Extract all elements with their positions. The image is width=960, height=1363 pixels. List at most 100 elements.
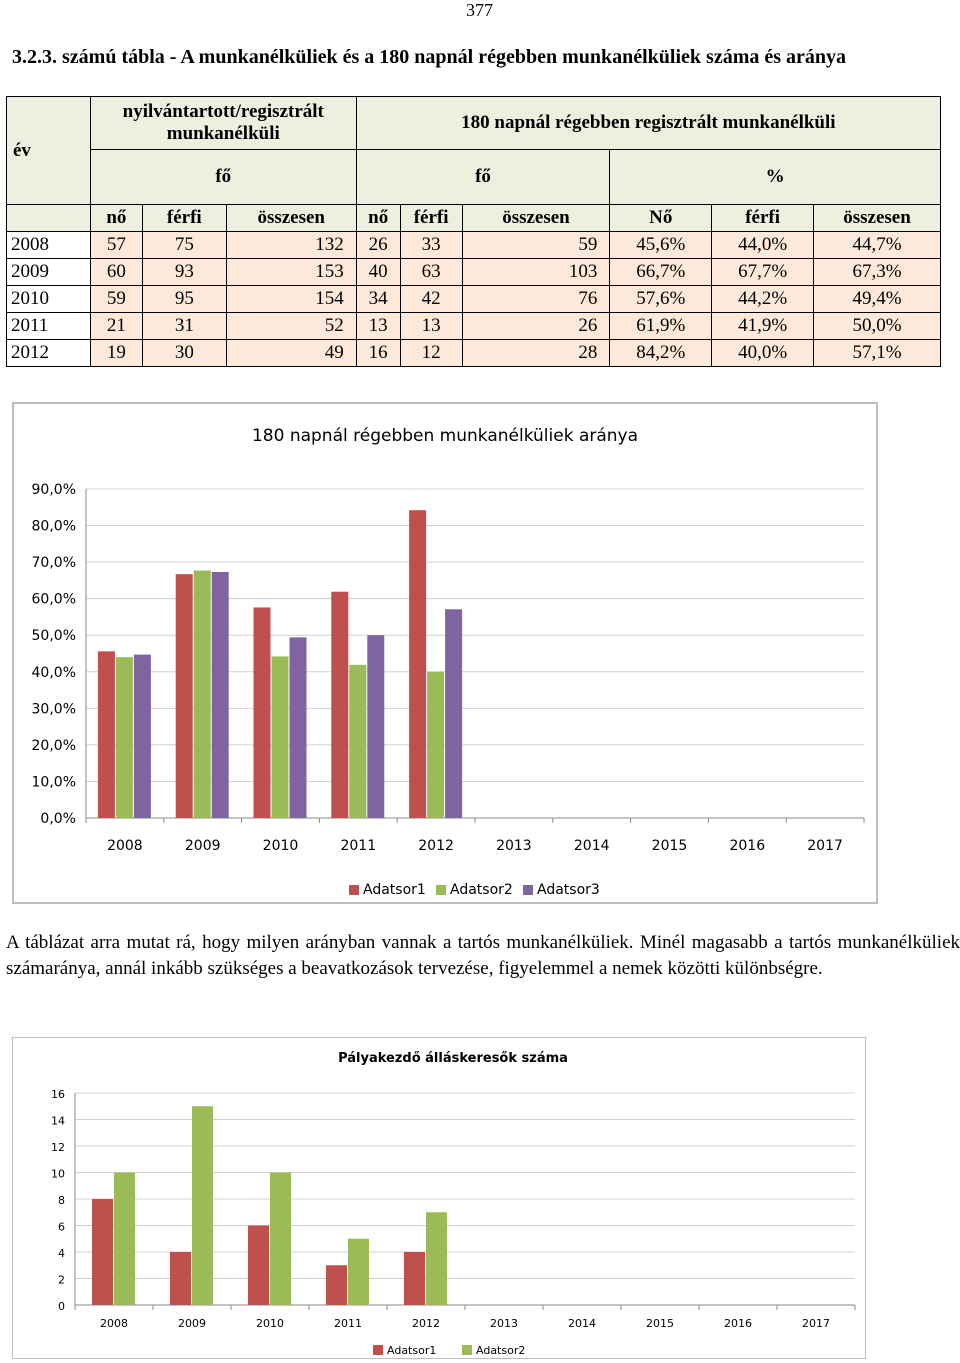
table-cell: 103 [461, 258, 611, 286]
y-tick-label: 60,0% [32, 592, 76, 608]
table-cell: 67,7% [711, 258, 815, 286]
empty-header-cell [6, 204, 91, 232]
col-header: férfi [711, 204, 815, 232]
career-starters-chart-svg: Pályakezdő álláskeresők száma 0 2 4 6 8 10 12 14… [51, 1051, 856, 1357]
table-cell: 95 [141, 285, 227, 313]
page-number: 377 [466, 0, 493, 20]
x-tick-label: 2013 [490, 1317, 518, 1330]
year-header: év [6, 96, 91, 205]
x-tick-label: 2008 [107, 838, 143, 854]
table-cell: 30 [141, 339, 227, 367]
table-row: 2012 19 30 49 16 12 28 84,2% 40,0% 57,1% [6, 339, 941, 367]
col-header: nő [89, 204, 143, 232]
x-tick-label: 2009 [185, 838, 221, 854]
bar-adatsor2 [271, 656, 289, 818]
legend-label: Adatsor1 [363, 882, 426, 898]
bar-adatsor1 [248, 1225, 269, 1305]
year-cell: 2008 [6, 231, 91, 259]
year-cell: 2011 [6, 312, 91, 340]
bar-adatsor1 [92, 1199, 113, 1305]
y-tick-label: 90,0% [32, 482, 76, 498]
legend-label: Adatsor2 [450, 882, 513, 898]
x-tick-label: 2013 [496, 838, 532, 854]
table-cell: 93 [141, 258, 227, 286]
table-cell: 31 [141, 312, 227, 340]
table-cell: 13 [399, 312, 463, 340]
x-tick-label: 2016 [724, 1317, 752, 1330]
y-tick-label: 50,0% [32, 628, 76, 644]
year-cell: 2010 [6, 285, 91, 313]
col-header: férfi [141, 204, 227, 232]
table-cell: 40 [355, 258, 401, 286]
table-cell: 12 [399, 339, 463, 367]
x-tick-label: 2016 [729, 838, 765, 854]
table-cell: 16 [355, 339, 401, 367]
legend-swatch [462, 1345, 472, 1355]
bar-adatsor3 [367, 635, 385, 818]
table-cell: 44,7% [813, 231, 941, 259]
table-cell: 52 [225, 312, 357, 340]
x-tick-label: 2012 [418, 838, 454, 854]
table-cell: 21 [89, 312, 143, 340]
table-cell: 34 [355, 285, 401, 313]
y-tick-label: 14 [51, 1115, 65, 1128]
chart-title: Pályakezdő álláskeresők száma [338, 1051, 568, 1066]
x-tick-label: 2014 [568, 1317, 596, 1330]
body-paragraph: A táblázat arra mutat rá, hogy milyen ar… [6, 932, 960, 979]
bar-adatsor1 [409, 510, 427, 818]
bar-adatsor1 [326, 1265, 347, 1305]
x-tick-label: 2009 [178, 1317, 206, 1330]
bar-adatsor1 [253, 607, 271, 818]
x-tick-label: 2011 [340, 838, 376, 854]
unemployment-table: év nyilvántartott/regisztrált munkanélkü… [6, 96, 942, 367]
table-cell: 57,1% [813, 339, 941, 367]
y-tick-label: 80,0% [32, 519, 76, 535]
col-header: férfi [399, 204, 463, 232]
chart-title: 180 napnál régebben munkanélküliek arány… [252, 426, 638, 446]
table-row: 2009 60 93 153 40 63 103 66,7% 67,7% 67,3% [6, 258, 941, 286]
bar-adatsor1 [97, 651, 115, 818]
table-cell: 57 [89, 231, 143, 259]
table-cell: 42 [399, 285, 463, 313]
table-row: 2008 57 75 132 26 33 59 45,6% 44,0% 44,7% [6, 231, 941, 259]
y-tick-label: 8 [58, 1194, 65, 1207]
x-tick-label: 2015 [646, 1317, 674, 1330]
table-cell: 75 [141, 231, 227, 259]
bar-adatsor2 [270, 1172, 291, 1305]
y-tick-label: 0,0% [40, 811, 76, 827]
col-header: összesen [813, 204, 941, 232]
bar-adatsor3 [445, 609, 463, 818]
bar-adatsor2 [193, 570, 211, 818]
table-cell: 49,4% [813, 285, 941, 313]
registered-group-header: nyilvántartott/regisztrált munkanélküli [89, 96, 357, 150]
bar-adatsor1 [170, 1252, 191, 1305]
table-cell: 40,0% [711, 339, 815, 367]
career-starters-chart: Pályakezdő álláskeresők száma 0 2 4 6 8 10 12 14… [12, 1037, 866, 1359]
y-tick-label: 20,0% [32, 738, 76, 754]
bar-adatsor2 [349, 664, 367, 818]
table-cell: 154 [225, 285, 357, 313]
legend-swatch [349, 885, 359, 895]
bar-adatsor1 [175, 574, 193, 818]
x-tick-label: 2014 [574, 838, 610, 854]
table-cell: 59 [461, 231, 611, 259]
table-cell: 49 [225, 339, 357, 367]
table-cell: 76 [461, 285, 611, 313]
table-cell: 13 [355, 312, 401, 340]
table-cell: 61,9% [609, 312, 713, 340]
y-tick-label: 10,0% [32, 774, 76, 790]
bar-adatsor2 [192, 1106, 213, 1305]
table-cell: 19 [89, 339, 143, 367]
unit-header-persons-long-term: fő [355, 149, 611, 205]
table-row: 2011 21 31 52 13 13 26 61,9% 41,9% 50,0% [6, 312, 941, 340]
x-tick-label: 2010 [256, 1317, 284, 1330]
bar-adatsor2 [427, 671, 445, 818]
table-row: 2010 59 95 154 34 42 76 57,6% 44,2% 49,4% [6, 285, 941, 313]
x-tick-label: 2015 [652, 838, 688, 854]
bar-adatsor2 [348, 1238, 369, 1305]
table-cell: 63 [399, 258, 463, 286]
x-tick-label: 2012 [412, 1317, 440, 1330]
y-tick-label: 4 [58, 1247, 65, 1260]
table-caption: 3.2.3. számú tábla - A munkanélküliek és… [12, 46, 847, 68]
x-tick-label: 2010 [263, 838, 299, 854]
